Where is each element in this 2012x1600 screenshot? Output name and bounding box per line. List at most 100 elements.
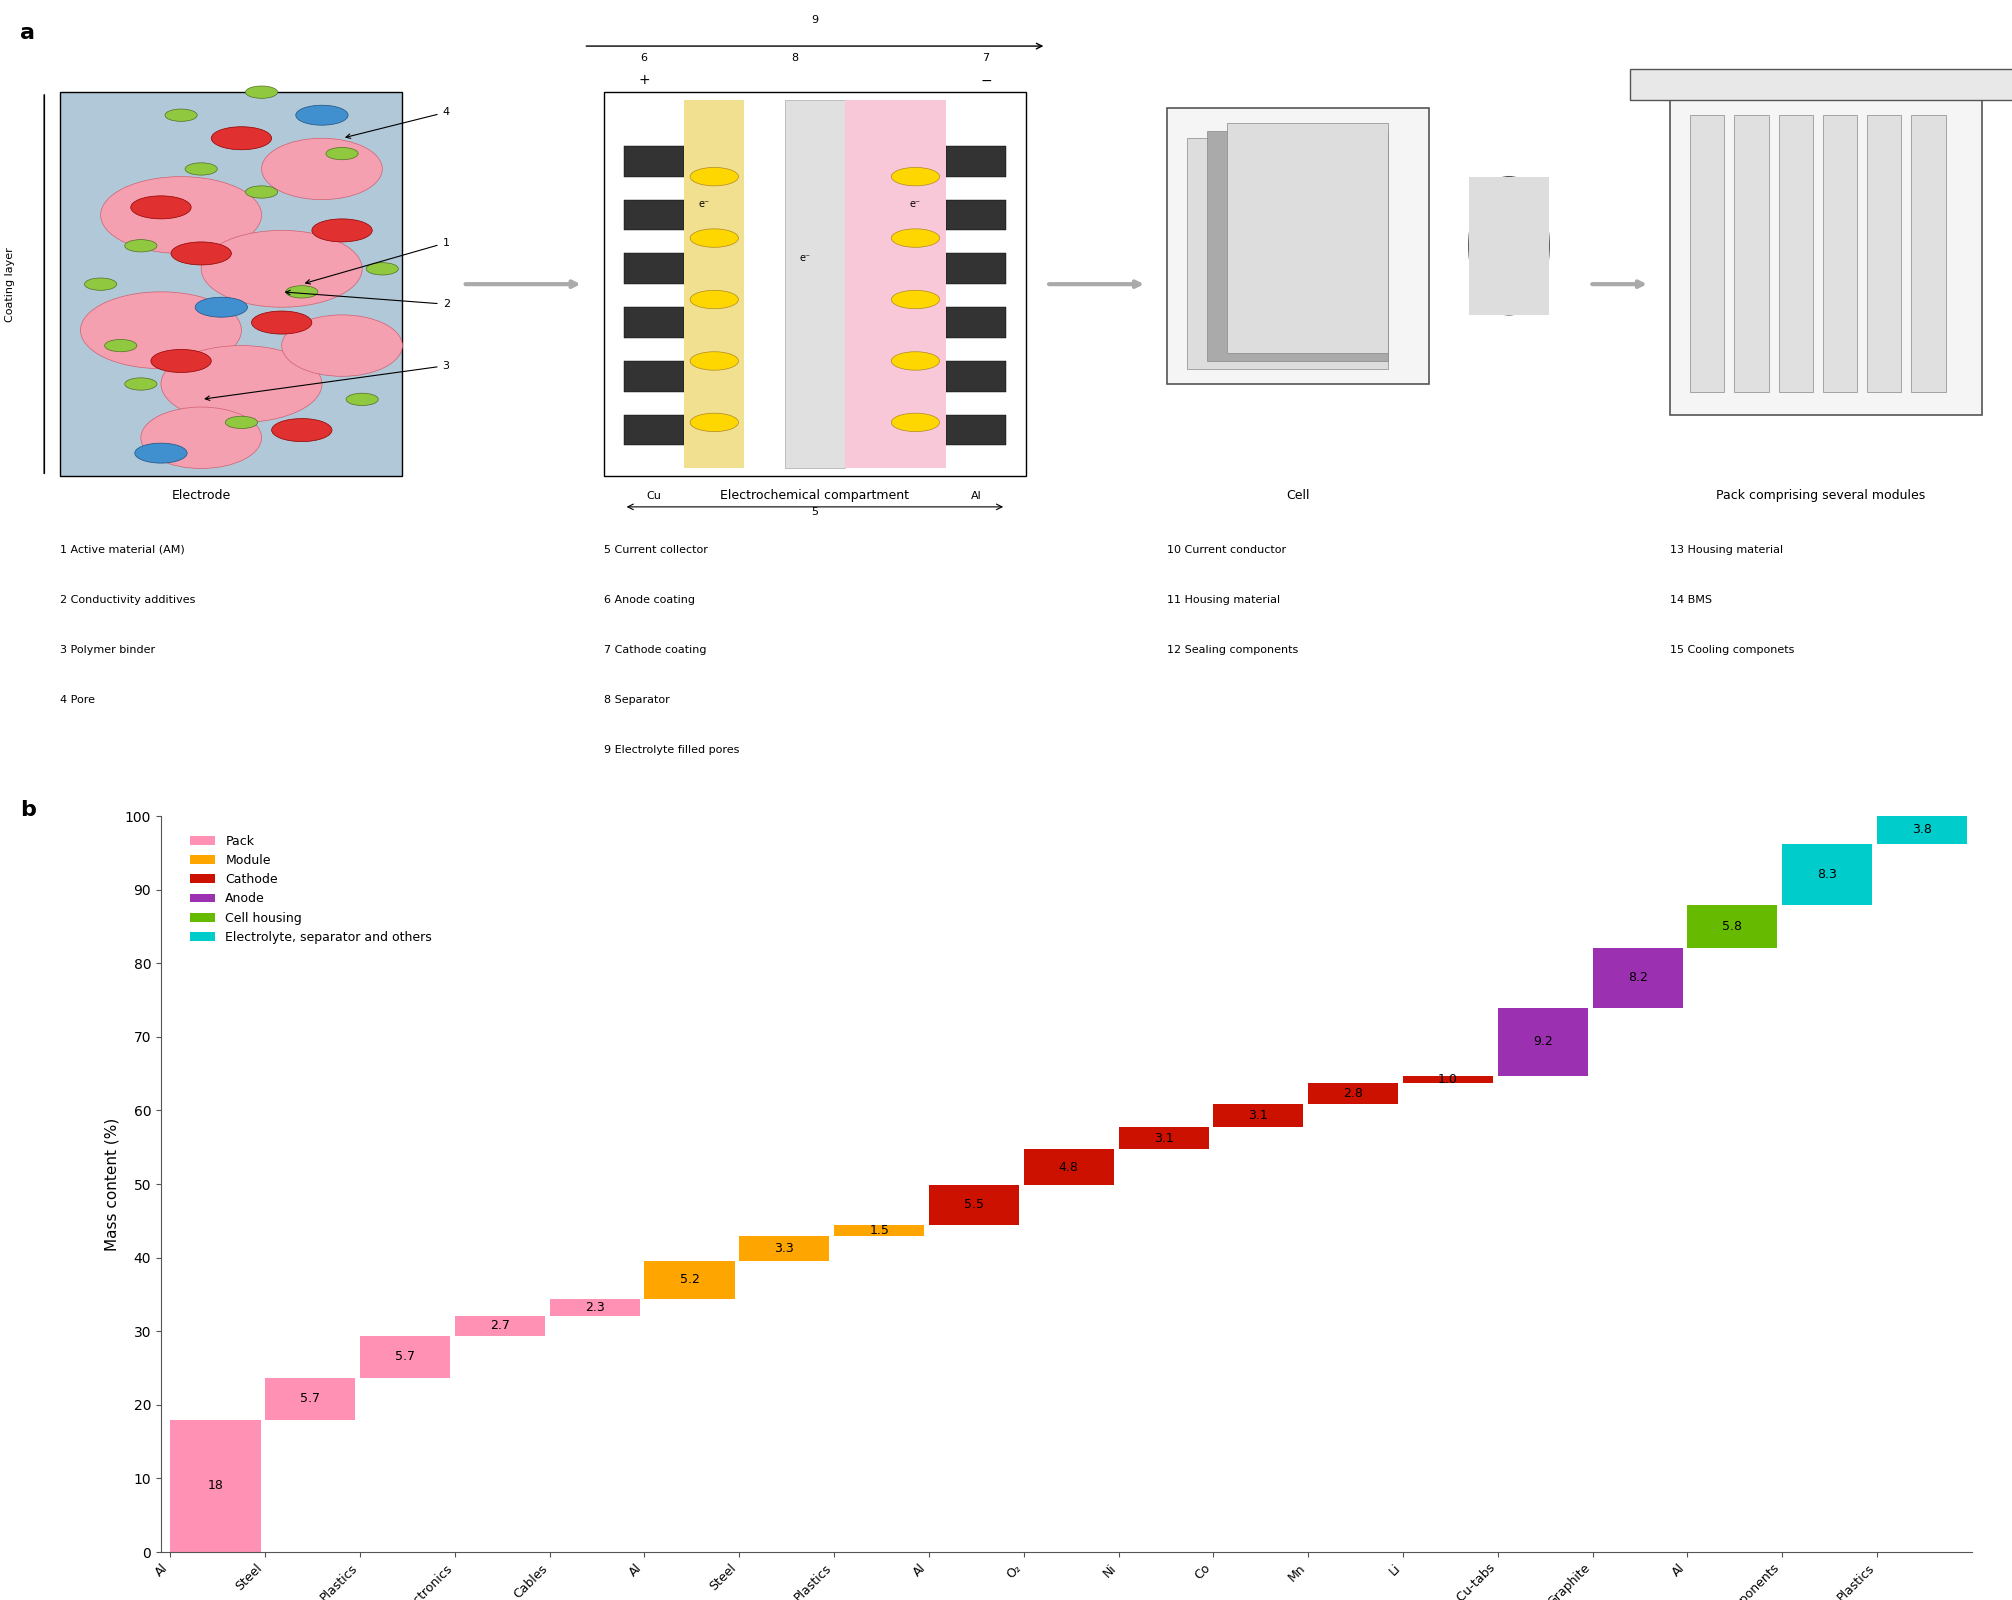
- Bar: [1207, 131, 1388, 362]
- FancyBboxPatch shape: [1167, 107, 1429, 384]
- Text: 5.2: 5.2: [680, 1274, 700, 1286]
- Circle shape: [245, 86, 278, 98]
- Circle shape: [135, 443, 187, 462]
- Bar: [624, 253, 684, 285]
- Bar: [684, 99, 744, 469]
- Bar: [946, 146, 1006, 176]
- Bar: [946, 200, 1006, 230]
- Bar: [738, 1237, 829, 1261]
- Text: e⁻: e⁻: [909, 200, 921, 210]
- Circle shape: [690, 229, 738, 248]
- Text: 9 Electrolyte filled pores: 9 Electrolyte filled pores: [604, 744, 738, 755]
- Text: a: a: [20, 22, 34, 43]
- Ellipse shape: [262, 138, 382, 200]
- Bar: [1783, 843, 1873, 906]
- Text: b: b: [20, 800, 36, 819]
- Bar: [624, 414, 684, 445]
- Bar: [1867, 115, 1901, 392]
- FancyBboxPatch shape: [604, 93, 1026, 477]
- Bar: [946, 362, 1006, 392]
- Bar: [1227, 123, 1388, 354]
- Text: e⁻: e⁻: [799, 253, 811, 262]
- Circle shape: [165, 109, 197, 122]
- Ellipse shape: [141, 406, 262, 469]
- Text: Cu: Cu: [646, 491, 662, 501]
- Text: 5.7: 5.7: [300, 1392, 320, 1405]
- Bar: [1119, 1126, 1209, 1149]
- Circle shape: [211, 126, 272, 150]
- Text: 7: 7: [982, 53, 990, 64]
- Text: 12 Sealing components: 12 Sealing components: [1167, 645, 1298, 654]
- Bar: [930, 1184, 1018, 1226]
- Text: 1 Active material (AM): 1 Active material (AM): [60, 546, 185, 555]
- Text: 10 Current conductor: 10 Current conductor: [1167, 546, 1286, 555]
- Circle shape: [346, 394, 378, 405]
- Text: 9: 9: [811, 14, 819, 26]
- Text: 2.8: 2.8: [1344, 1086, 1362, 1099]
- Bar: [835, 1226, 924, 1237]
- FancyBboxPatch shape: [1630, 69, 2012, 99]
- Circle shape: [105, 339, 137, 352]
- Text: Coating layer: Coating layer: [6, 246, 14, 322]
- Text: 4.8: 4.8: [1058, 1160, 1078, 1173]
- Bar: [1823, 115, 1857, 392]
- Circle shape: [252, 310, 312, 334]
- Bar: [1688, 906, 1777, 947]
- Text: Electrochemical compartment: Electrochemical compartment: [720, 490, 909, 502]
- Ellipse shape: [161, 346, 322, 422]
- Text: 6: 6: [640, 53, 648, 64]
- Text: 3 Polymer binder: 3 Polymer binder: [60, 645, 155, 654]
- Text: 4 Pore: 4 Pore: [60, 694, 95, 704]
- Bar: [644, 1261, 734, 1299]
- Text: 18: 18: [207, 1480, 223, 1493]
- Ellipse shape: [282, 315, 402, 376]
- Circle shape: [891, 352, 940, 370]
- Text: 3.3: 3.3: [775, 1242, 795, 1254]
- Text: Al: Al: [970, 491, 982, 501]
- Bar: [946, 253, 1006, 285]
- Circle shape: [891, 229, 940, 248]
- Bar: [624, 146, 684, 176]
- Ellipse shape: [201, 230, 362, 307]
- Circle shape: [85, 278, 117, 290]
- Text: 4: 4: [346, 107, 451, 138]
- Text: 3: 3: [205, 360, 449, 400]
- Text: 2: 2: [286, 290, 451, 309]
- Circle shape: [296, 106, 348, 125]
- Text: 8: 8: [791, 53, 799, 64]
- Ellipse shape: [1469, 176, 1549, 315]
- Y-axis label: Mass content (%): Mass content (%): [105, 1117, 119, 1251]
- Text: 7 Cathode coating: 7 Cathode coating: [604, 645, 706, 654]
- Text: 11 Housing material: 11 Housing material: [1167, 595, 1280, 605]
- Circle shape: [891, 290, 940, 309]
- Bar: [266, 1378, 356, 1419]
- Text: 2.7: 2.7: [491, 1318, 509, 1333]
- Text: 2 Conductivity additives: 2 Conductivity additives: [60, 595, 195, 605]
- Bar: [1187, 138, 1388, 368]
- Text: 15 Cooling componets: 15 Cooling componets: [1670, 645, 1795, 654]
- Text: 2.3: 2.3: [585, 1301, 604, 1314]
- Legend: Pack, Module, Cathode, Anode, Cell housing, Electrolyte, separator and others: Pack, Module, Cathode, Anode, Cell housi…: [185, 830, 437, 949]
- Circle shape: [366, 262, 398, 275]
- Circle shape: [245, 186, 278, 198]
- FancyBboxPatch shape: [60, 93, 402, 477]
- Circle shape: [171, 242, 231, 266]
- Circle shape: [312, 219, 372, 242]
- Circle shape: [272, 419, 332, 442]
- Text: 5.5: 5.5: [964, 1198, 984, 1211]
- Bar: [1779, 115, 1813, 392]
- Text: 5 Current collector: 5 Current collector: [604, 546, 708, 555]
- Text: 3.1: 3.1: [1153, 1131, 1173, 1144]
- Circle shape: [891, 168, 940, 186]
- Bar: [549, 1299, 640, 1315]
- Text: 6 Anode coating: 6 Anode coating: [604, 595, 694, 605]
- Text: 1.5: 1.5: [869, 1224, 889, 1237]
- Text: e⁻: e⁻: [698, 200, 710, 210]
- Bar: [1734, 115, 1769, 392]
- Bar: [171, 1419, 260, 1552]
- Circle shape: [185, 163, 217, 174]
- Ellipse shape: [101, 176, 262, 253]
- Bar: [1308, 1083, 1398, 1104]
- Text: 3.8: 3.8: [1911, 824, 1932, 837]
- Bar: [360, 1336, 451, 1378]
